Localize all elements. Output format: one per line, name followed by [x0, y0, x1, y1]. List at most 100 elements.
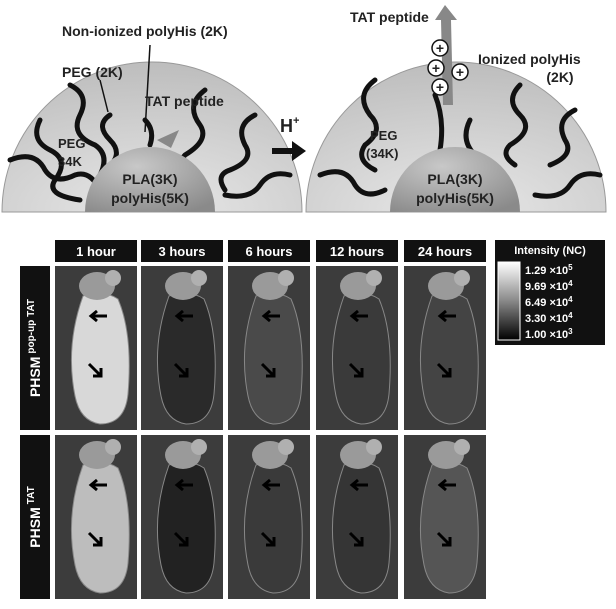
arrow	[261, 478, 280, 492]
svg-text:+: +	[436, 79, 444, 95]
mouse-body	[243, 292, 303, 425]
row-label: PHSM TAT	[26, 486, 43, 547]
label: PEG	[370, 128, 397, 143]
arrow	[349, 478, 368, 492]
arrow	[260, 531, 276, 547]
column-header	[228, 240, 310, 262]
legend-base: 1.00 ×10	[525, 329, 568, 341]
mouse-body	[70, 461, 130, 594]
arrow	[174, 309, 193, 323]
svg-text:+: +	[432, 60, 440, 76]
column-label: 12 hours	[330, 244, 384, 259]
row-name: PHSM	[27, 507, 43, 547]
legend-base: 6.49 ×10	[525, 297, 568, 309]
legend-exp: 4	[568, 279, 573, 288]
color-scale	[497, 261, 521, 341]
column-header	[55, 240, 137, 262]
arrow	[349, 309, 368, 323]
mouse-ear	[278, 270, 294, 286]
svg-text:+: +	[456, 64, 464, 80]
label: PLA(3K)	[122, 171, 177, 187]
micelle-right	[305, 5, 607, 213]
legend-entry: 3.30 ×104	[525, 311, 573, 325]
mouse-body	[243, 461, 303, 594]
arrow	[174, 478, 193, 492]
arrow	[88, 309, 107, 323]
arrow	[272, 141, 306, 161]
arrow	[348, 362, 364, 378]
svg-text:+: +	[436, 40, 444, 56]
legend-base: 9.69 ×10	[525, 281, 568, 293]
arrow	[437, 478, 456, 492]
row-sup: TAT	[26, 486, 37, 504]
arrow	[173, 531, 189, 547]
arrow	[87, 362, 103, 378]
mouse-ear	[191, 270, 207, 286]
label: polyHis(5K)	[416, 190, 494, 206]
arrow	[261, 309, 280, 323]
mouse-ear	[278, 439, 294, 455]
mouse-ear	[105, 270, 121, 286]
mouse-ear	[454, 439, 470, 455]
legend-base: 1.29 ×10	[525, 265, 568, 277]
label: PEG (2K)	[62, 64, 123, 80]
mouse-body	[331, 292, 391, 425]
mouse-ear	[366, 439, 382, 455]
label: H+	[280, 115, 299, 136]
column-label: 3 hours	[159, 244, 206, 259]
column-label: 6 hours	[246, 244, 293, 259]
legend-exp: 5	[568, 263, 573, 272]
label: Ionized polyHis	[478, 51, 581, 67]
label: Non-ionized polyHis (2K)	[62, 23, 228, 39]
arrow	[437, 309, 456, 323]
arrow	[87, 531, 103, 547]
legend-exp: 4	[568, 295, 573, 304]
mouse-ear	[105, 439, 121, 455]
legend-exp: 4	[568, 311, 573, 320]
column-header	[316, 240, 398, 262]
row-name: PHSM	[27, 357, 43, 397]
legend-entry: 9.69 ×104	[525, 279, 573, 293]
mouse-ear	[191, 439, 207, 455]
legend-entry: 6.49 ×104	[525, 295, 573, 309]
charges: + + + +	[427, 39, 469, 96]
label: PEG	[58, 136, 85, 151]
label: polyHis(5K)	[111, 190, 189, 206]
row-header	[20, 266, 50, 430]
legend-entry: 1.00 ×103	[525, 327, 573, 341]
row-label: PHSM pop-up TAT	[26, 299, 43, 397]
mouse-body	[419, 461, 479, 594]
column-header	[404, 240, 486, 262]
arrow	[260, 362, 276, 378]
label: (34K)	[366, 146, 399, 161]
legend-entry: 1.29 ×105	[525, 263, 573, 277]
column-header	[141, 240, 223, 262]
arrow	[88, 478, 107, 492]
legend-exp: 3	[568, 327, 573, 336]
legend-title: Intensity (NC)	[514, 245, 586, 257]
mouse-body	[156, 292, 216, 425]
arrow	[348, 531, 364, 547]
imaging-grid: 1 hour 3 hours 6 hours 12 hours 24 hours PHSM…	[20, 240, 605, 599]
mouse-body	[70, 292, 130, 425]
mouse-ear	[366, 270, 382, 286]
column-label: 1 hour	[76, 244, 116, 259]
row-header	[20, 435, 50, 599]
mouse-body	[156, 461, 216, 594]
label: (2K)	[546, 69, 573, 85]
arrow	[436, 362, 452, 378]
mouse-body	[419, 292, 479, 425]
label: PLA(3K)	[427, 171, 482, 187]
label: TAT peptide	[350, 9, 429, 25]
mouse-body	[331, 461, 391, 594]
mouse-ear	[454, 270, 470, 286]
arrow	[173, 362, 189, 378]
label: TAT peptide	[145, 93, 224, 109]
arrow	[436, 531, 452, 547]
label: 34K	[58, 154, 82, 169]
row-sup: pop-up TAT	[26, 299, 37, 354]
legend-base: 3.30 ×10	[525, 313, 568, 325]
micelle-left	[1, 44, 303, 213]
column-label: 24 hours	[418, 244, 472, 259]
